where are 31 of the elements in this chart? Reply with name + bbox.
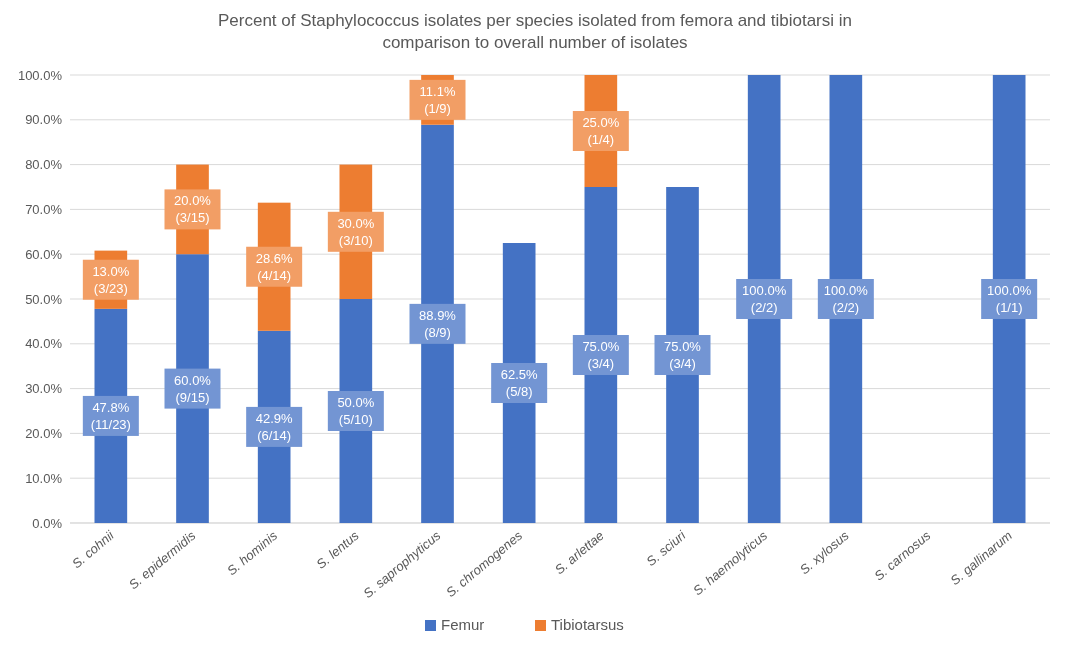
- data-label: 20.0% (3/15): [174, 193, 212, 226]
- y-tick-label: 70.0%: [25, 201, 63, 217]
- legend-label: Tibiotarsus: [551, 616, 624, 633]
- data-label: 88.9% (8/9): [419, 307, 457, 340]
- legend-label: Femur: [441, 616, 485, 633]
- y-tick-label: 50.0%: [25, 291, 63, 307]
- y-tick-label: 100.0%: [17, 67, 63, 83]
- y-tick-label: 60.0%: [25, 246, 63, 262]
- data-label: 13.0% (3/23): [92, 263, 130, 296]
- y-tick-label: 0.0%: [32, 515, 63, 531]
- data-label: 100.0% (2/2): [742, 283, 787, 315]
- y-tick-label: 20.0%: [25, 425, 63, 441]
- data-label: 62.5% (5/8): [500, 367, 539, 399]
- data-label: 11.1% (1/9): [419, 83, 456, 116]
- data-label: 100.0% (2/2): [823, 283, 869, 315]
- chart-title: Percent of Staphylococcus isolates per species isolated from femora and tibiotarsi in comparison to overall number of isolates: [217, 11, 853, 52]
- data-label: 100.0% (1/1): [987, 283, 1032, 315]
- data-label: 28.6% (4/14): [255, 250, 294, 283]
- data-label: 60.0% (9/15): [174, 372, 212, 405]
- data-label: 30.0% (3/10): [337, 215, 375, 248]
- y-tick-label: 40.0%: [25, 336, 63, 352]
- data-label: 75.0% (3/4): [664, 339, 702, 371]
- y-tick-label: 80.0%: [25, 157, 63, 173]
- data-label: 75.0% (3/4): [582, 339, 620, 371]
- y-tick-label: 90.0%: [25, 112, 63, 128]
- data-label: 25.0% (1/4): [582, 115, 620, 147]
- data-label: 42.9% (6/14): [255, 410, 294, 443]
- y-tick-label: 10.0%: [25, 470, 63, 486]
- y-tick-label: 30.0%: [25, 381, 63, 397]
- data-label: 50.0% (5/10): [337, 395, 375, 427]
- data-label: 47.8% (11/23): [90, 399, 131, 432]
